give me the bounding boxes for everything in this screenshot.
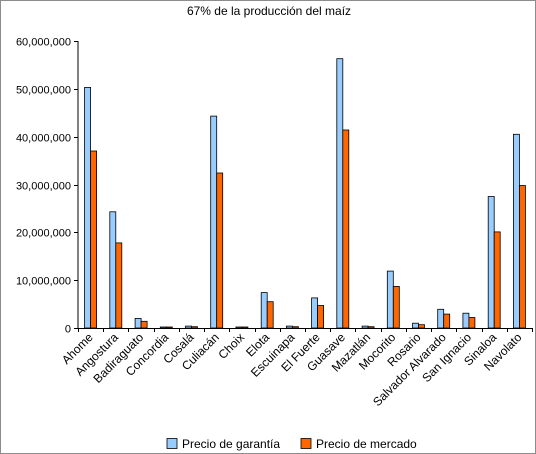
legend-swatch (166, 438, 178, 449)
bar-precio-mercado (191, 326, 198, 329)
bar-precio-mercado (418, 324, 425, 329)
bar-precio-garantia (462, 312, 470, 329)
y-tick-label: 0 (65, 324, 71, 336)
bar-precio-garantia (235, 326, 243, 329)
bar-precio-garantia (185, 325, 192, 329)
bar-precio-mercado (493, 231, 501, 329)
bar-precio-garantia (311, 297, 319, 329)
bar-precio-mercado (367, 326, 375, 329)
bar-precio-mercado (392, 285, 400, 329)
bar-precio-garantia (285, 325, 293, 329)
bar-precio-garantia (260, 292, 268, 329)
bar-precio-mercado (342, 129, 350, 329)
bar-precio-garantia (159, 326, 167, 329)
bar-precio-garantia (134, 317, 142, 329)
bar-precio-garantia (84, 87, 91, 329)
y-tick-label: 20,000,000 (16, 228, 71, 240)
bar-precio-mercado (140, 320, 148, 329)
legend-swatch (300, 438, 312, 449)
bar-precio-mercado (241, 326, 249, 329)
bar-precio-mercado (468, 317, 476, 329)
legend-label: Precio de mercado (316, 437, 417, 451)
bar-precio-mercado (165, 326, 173, 329)
bar-precio-mercado (216, 172, 224, 329)
x-axis: AhomeAngosturaBadiraguatoConcordiaCosalá… (59, 328, 533, 409)
y-tick-label: 50,000,000 (16, 85, 71, 97)
bar-precio-mercado (115, 242, 123, 329)
legend-label: Precio de garantía (182, 437, 280, 451)
bar-precio-garantia (361, 325, 369, 329)
category-label: Choix (215, 330, 247, 362)
bar-precio-garantia (336, 58, 344, 329)
y-tick-label: 10,000,000 (16, 276, 71, 288)
bars (84, 58, 526, 329)
bar-precio-garantia (513, 133, 520, 329)
y-axis: 0 10,000,000 20,000,000 30,000,000 40,000,00… (16, 37, 79, 336)
bar-precio-mercado (291, 326, 299, 329)
bar-precio-garantia (437, 308, 445, 329)
bar-precio-garantia (210, 115, 218, 329)
y-tick-label: 60,000,000 (16, 37, 71, 49)
bar-precio-mercado (443, 313, 451, 329)
chart-title: 67% de la producción del maíz (187, 4, 351, 18)
y-tick-label: 30,000,000 (16, 181, 71, 193)
bar-precio-garantia (487, 196, 495, 329)
legend: Precio de garantía Precio de mercado (166, 437, 417, 451)
bar-precio-garantia (109, 211, 117, 329)
bar-precio-mercado (90, 150, 97, 329)
y-tick-label: 40,000,000 (16, 133, 71, 145)
bar-precio-mercado (266, 301, 274, 329)
bar-precio-garantia (412, 322, 419, 329)
bar-precio-mercado (317, 305, 325, 329)
bar-precio-garantia (386, 270, 394, 329)
bar-precio-mercado (519, 185, 526, 329)
